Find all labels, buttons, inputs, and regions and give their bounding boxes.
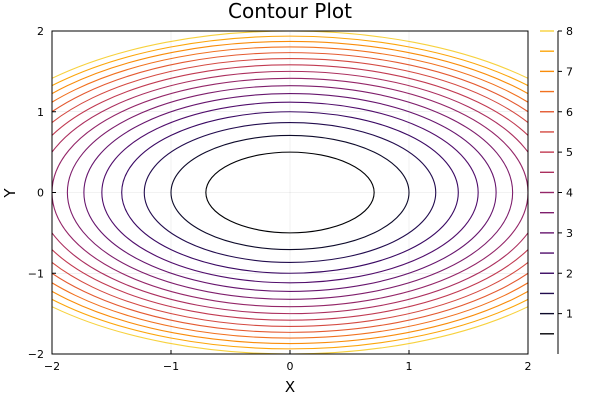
contour-line-5 xyxy=(52,64,528,321)
y-tick-label: −2 xyxy=(28,348,44,361)
contour-line-0_5 xyxy=(205,151,375,234)
y-tick-label: −1 xyxy=(28,267,44,280)
contour-line-3_5 xyxy=(66,85,514,300)
chart-title: Contour Plot xyxy=(228,0,352,23)
contour-layer xyxy=(52,31,528,354)
x-tick-label: 1 xyxy=(406,360,413,373)
contour-line-2 xyxy=(121,111,459,274)
contour-line-7 xyxy=(52,40,528,345)
contour-line-6 xyxy=(52,52,528,333)
contour-line-1 xyxy=(170,134,410,251)
y-axis-label: Y xyxy=(1,188,19,199)
contour-line-6_5 xyxy=(52,46,528,339)
y-tick-label: 0 xyxy=(37,187,44,200)
colorbar-tick-label: 6 xyxy=(566,106,573,119)
x-tick-label: −1 xyxy=(163,360,179,373)
colorbar-tick-label: 3 xyxy=(566,227,573,240)
contour-line-7_5 xyxy=(52,35,528,350)
x-tick-label: 0 xyxy=(287,360,294,373)
y-tick-label: 1 xyxy=(37,106,44,119)
grid-layer xyxy=(51,30,529,355)
y-tick-label: 2 xyxy=(37,25,44,38)
contour-line-4 xyxy=(52,77,528,308)
colorbar: 1 2 3 4 5 6 7 8 xyxy=(540,25,573,354)
colorbar-tick-label: 7 xyxy=(566,65,573,78)
contour-line-4_5 xyxy=(52,70,528,315)
colorbar-tick-label: 1 xyxy=(566,308,573,321)
contour-line-5_5 xyxy=(52,58,528,327)
x-axis-ticks: −2 −1 0 1 2 xyxy=(44,350,532,373)
colorbar-tick-label: 4 xyxy=(566,187,573,200)
x-tick-label: 2 xyxy=(525,360,532,373)
contour-line-3 xyxy=(83,93,497,292)
colorbar-tick-label: 8 xyxy=(566,25,573,38)
colorbar-tick-label: 2 xyxy=(566,267,573,280)
y-axis-ticks: −2 −1 0 1 2 xyxy=(28,25,56,361)
contour-line-2_5 xyxy=(101,101,479,284)
contour-line-1_5 xyxy=(143,122,437,263)
x-tick-label: −2 xyxy=(44,360,60,373)
x-axis-label: X xyxy=(285,378,295,396)
colorbar-tick-label: 5 xyxy=(566,146,573,159)
